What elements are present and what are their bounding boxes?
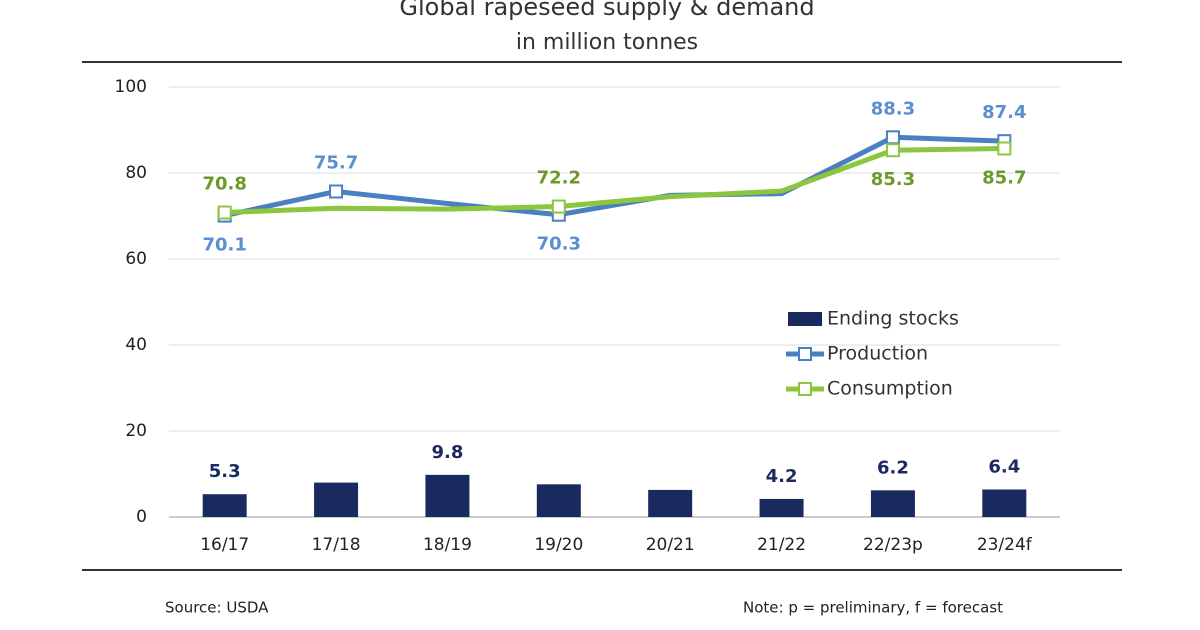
data-label: 85.3: [871, 169, 915, 190]
bar: [982, 489, 1027, 517]
legend-swatch: [798, 382, 812, 396]
legend-label: Ending stocks: [827, 308, 959, 330]
legend-label: Consumption: [827, 378, 953, 400]
data-label: 4.2: [766, 466, 798, 487]
data-label: 6.4: [988, 456, 1020, 477]
x-tick-label: 23/24f: [977, 535, 1033, 555]
data-label: 88.3: [871, 98, 915, 119]
data-label: 70.1: [202, 235, 246, 256]
data-label: 75.7: [314, 152, 358, 173]
line: [224, 134, 1005, 219]
data-label: 87.4: [982, 102, 1026, 123]
source-note: Source: USDA: [165, 599, 269, 617]
data-label: 9.8: [431, 442, 463, 463]
x-tick-label: 21/22: [757, 535, 806, 555]
footnote: Note: p = preliminary, f = forecast: [743, 599, 1003, 617]
y-tick-label: 60: [125, 249, 147, 269]
bar: [314, 482, 359, 517]
bar: [870, 490, 915, 517]
bar: [425, 474, 470, 517]
line: [224, 145, 1005, 216]
bar: [648, 489, 693, 517]
bar: [202, 494, 247, 517]
y-tick-label: 20: [125, 421, 147, 441]
legend-swatch: [798, 347, 812, 361]
y-tick-label: 80: [125, 163, 147, 183]
data-label: 5.3: [209, 461, 241, 482]
bar: [759, 498, 804, 517]
data-label: 6.2: [877, 457, 909, 478]
y-tick-label: 40: [125, 335, 147, 355]
x-tick-label: 16/17: [200, 535, 249, 555]
x-tick-label: 17/18: [312, 535, 361, 555]
data-label: 85.7: [982, 167, 1026, 188]
data-label: 70.8: [202, 174, 246, 195]
legend-swatch: [788, 312, 822, 326]
legend-label: Production: [827, 343, 928, 365]
marker: [217, 205, 232, 220]
marker: [329, 184, 344, 199]
marker: [551, 199, 566, 214]
data-label: 70.3: [537, 234, 581, 255]
y-tick-label: 100: [115, 77, 147, 97]
marker: [885, 143, 900, 158]
data-label: 72.2: [537, 168, 581, 189]
marker: [885, 130, 900, 145]
x-tick-label: 19/20: [534, 535, 583, 555]
marker: [997, 141, 1012, 156]
x-tick-label: 18/19: [423, 535, 472, 555]
chart-subtitle: in million tonnes: [516, 30, 698, 55]
y-tick-label: 0: [136, 507, 147, 527]
chart-title: Global rapeseed supply & demand: [399, 0, 814, 21]
x-tick-label: 22/23p: [863, 535, 923, 555]
x-tick-label: 20/21: [646, 535, 695, 555]
bar: [536, 484, 581, 517]
